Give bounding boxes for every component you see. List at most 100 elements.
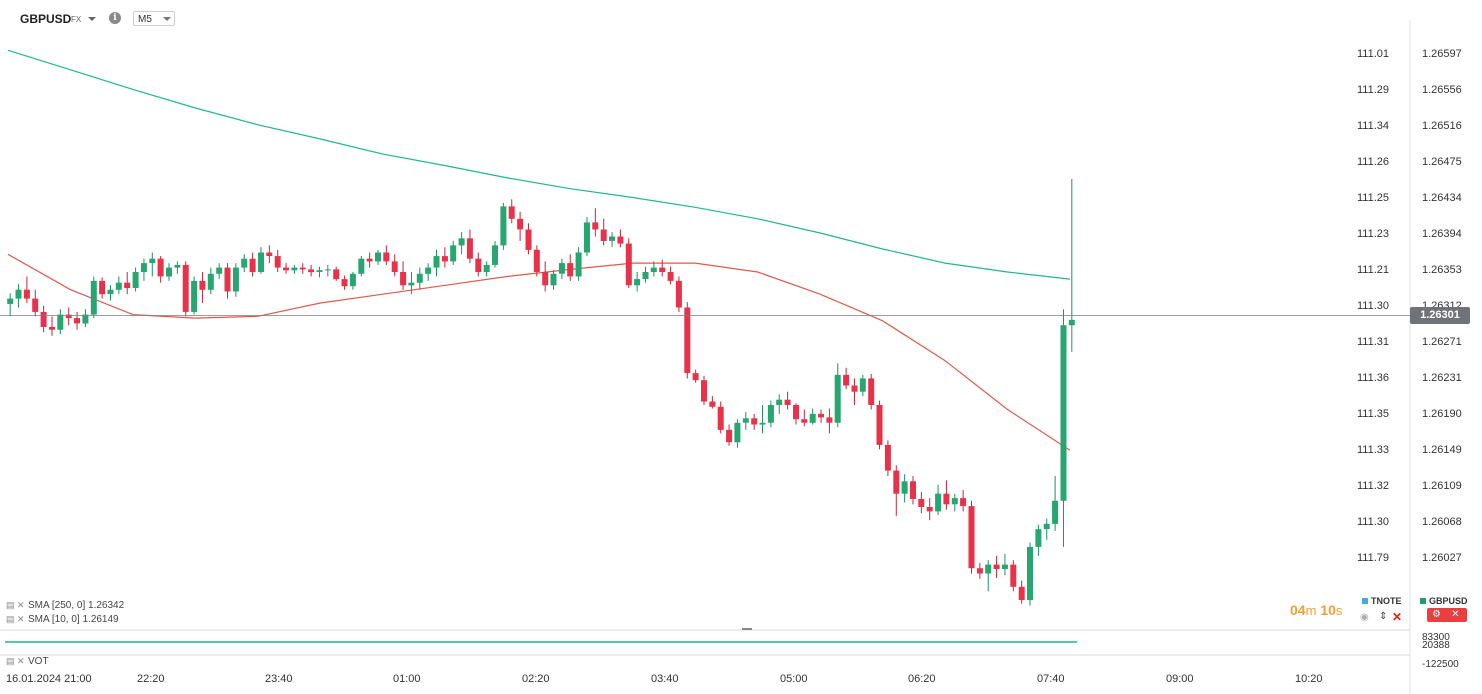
candle-body: [232, 267, 239, 292]
legend-sma10[interactable]: ▤ ✕ SMA [10, 0] 1.26149: [6, 614, 119, 625]
candle-body: [508, 206, 515, 219]
candle-body: [926, 507, 933, 512]
y-tick-label-left: 111.30: [1357, 300, 1389, 312]
candle-body: [935, 493, 942, 512]
candle-body: [140, 263, 147, 272]
timeframe-select[interactable]: M5: [133, 11, 175, 26]
candle-body: [642, 272, 649, 280]
candle-body: [191, 280, 198, 312]
current-price-badge: 1.26301: [1410, 307, 1470, 324]
lower-indicator-legend[interactable]: ▤ ✕ VOT: [6, 656, 49, 667]
eye-icon[interactable]: ◉: [1360, 612, 1369, 623]
candle-body: [174, 264, 181, 268]
candle-body: [525, 229, 532, 250]
pane-resize-handle[interactable]: [742, 628, 752, 630]
candle-body: [801, 419, 808, 423]
candle-body: [1001, 564, 1008, 569]
candle-body: [843, 374, 850, 386]
candle-body: [542, 272, 549, 286]
candle-body: [617, 236, 624, 244]
legend-menu-icon[interactable]: ▤ ✕: [6, 600, 25, 610]
y-tick-label-left: 111.25: [1357, 192, 1389, 204]
candle-body: [893, 470, 900, 494]
candle-body: [751, 418, 758, 425]
candle-body: [433, 256, 440, 268]
x-tick-label: 22:20: [137, 673, 165, 685]
candle-body: [876, 405, 883, 445]
candle-body: [918, 499, 925, 507]
chevron-down-icon[interactable]: [86, 12, 98, 24]
y-tick-label-left: 111.36: [1357, 372, 1389, 384]
gbpusd-color-swatch: [1420, 598, 1426, 604]
candle-body: [517, 218, 524, 230]
y-tick-label-left: 111.32: [1357, 480, 1389, 492]
candle-body: [650, 267, 657, 272]
candle-body: [634, 279, 641, 286]
x-tick-label: 06:20: [908, 673, 936, 685]
candle-body: [349, 273, 356, 287]
x-tick-label: 10:20: [1295, 673, 1323, 685]
legend-menu-icon[interactable]: ▤ ✕: [6, 614, 25, 624]
symbol-tag-tnote[interactable]: TNOTE: [1362, 596, 1402, 606]
sort-arrows-icon[interactable]: ⇕: [1379, 611, 1388, 622]
legend-menu-icon[interactable]: ▤ ✕: [6, 656, 25, 666]
candle-body: [943, 493, 950, 505]
candle-body: [458, 238, 465, 246]
candle-body: [99, 280, 106, 295]
timer-minutes-unit: m: [1305, 603, 1317, 618]
y-tick-label-left: 111.01: [1357, 48, 1389, 60]
y-tick-label-left: 111.34: [1357, 120, 1389, 132]
candle-body: [826, 417, 833, 423]
candle-body: [107, 289, 114, 295]
lower-indicator-name: VOT: [28, 656, 49, 667]
candle-body: [868, 378, 875, 405]
candle-body: [358, 258, 365, 274]
candle-body: [492, 245, 498, 265]
y-tick-label-right: 1.26109: [1422, 480, 1462, 492]
candle-body: [910, 481, 916, 499]
candle-body: [199, 280, 206, 290]
timeframe-value: M5: [138, 14, 152, 25]
y-tick-label-left: 111.35: [1357, 408, 1389, 420]
y-tick-label-right: 1.26190: [1422, 408, 1462, 420]
candle-body: [709, 401, 716, 407]
x-tick-label: 07:40: [1037, 673, 1065, 685]
x-tick-label: 09:00: [1166, 673, 1194, 685]
candle-body: [291, 267, 298, 271]
info-icon[interactable]: i: [109, 12, 121, 24]
candle-body: [207, 273, 214, 290]
candle-body: [425, 267, 432, 274]
candle-body: [333, 269, 340, 280]
candle-body: [567, 263, 574, 277]
x-tick-label: 02:20: [522, 673, 550, 685]
candle-body: [408, 282, 415, 286]
close-icon[interactable]: ✕: [1392, 610, 1403, 624]
settings-icon[interactable]: ⚙: [1432, 609, 1441, 620]
symbol-tag-gbpusd[interactable]: GBPUSD: [1420, 596, 1468, 606]
y-tick-label-left: 111.21: [1357, 264, 1389, 276]
candle-body: [82, 314, 89, 324]
close-icon[interactable]: ✕: [1451, 609, 1460, 620]
candle-body: [74, 318, 80, 324]
symbol-name[interactable]: GBPUSD: [20, 12, 72, 26]
candle-body: [241, 258, 248, 268]
tnote-color-swatch: [1362, 598, 1368, 604]
gbpusd-label: GBPUSD: [1429, 596, 1468, 606]
symbol-type-label: FX: [71, 15, 82, 24]
candle-body: [759, 422, 766, 425]
candle-body: [375, 252, 381, 262]
legend-sma250[interactable]: ▤ ✕ SMA [250, 0] 1.26342: [6, 600, 124, 611]
candle-body: [266, 252, 273, 256]
candle-body: [726, 429, 733, 443]
y-tick-label-left: 111.33: [1357, 444, 1389, 456]
candle-body: [809, 413, 816, 423]
candle-body: [1035, 529, 1042, 547]
sma10-line: [7, 253, 1071, 451]
candle-body: [475, 258, 482, 272]
x-tick-label: 01:00: [393, 673, 421, 685]
chevron-down-icon: [163, 17, 171, 21]
timer-seconds: 10: [1320, 602, 1336, 618]
candle-body: [466, 238, 473, 259]
candle-body: [124, 282, 131, 288]
